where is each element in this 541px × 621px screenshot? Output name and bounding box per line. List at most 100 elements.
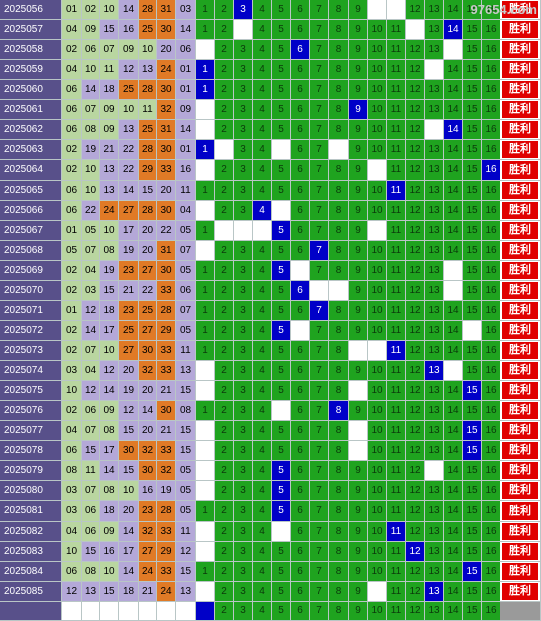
- issue-number: 2025065: [0, 181, 62, 201]
- pending-trend-cell[interactable]: 16: [482, 602, 501, 621]
- red-ball: 22: [119, 160, 139, 181]
- red-ball: 21: [100, 140, 119, 160]
- trend-cell: 16: [482, 522, 501, 542]
- pending-trend-cell[interactable]: 5: [272, 602, 291, 621]
- pending-trend-cell[interactable]: 10: [368, 602, 387, 621]
- trend-cell: 5: [272, 181, 291, 201]
- pending-trend-cell[interactable]: 15: [463, 602, 482, 621]
- trend-cell: [368, 221, 387, 241]
- pending-red-ball[interactable]: [62, 602, 82, 621]
- trend-cell: [349, 421, 368, 441]
- pending-red-ball[interactable]: [100, 602, 119, 621]
- trend-cell: [463, 321, 482, 341]
- pending-red-ball[interactable]: [119, 602, 139, 621]
- pending-trend-cell[interactable]: 12: [406, 602, 425, 621]
- trend-cell: 8: [329, 481, 349, 501]
- trend-cell: 12: [406, 80, 425, 100]
- trend-cell: 2: [215, 421, 234, 441]
- trend-cell: 4: [253, 321, 272, 341]
- trend-cell: 10: [368, 542, 387, 562]
- blue-hit-cell: 13: [425, 361, 444, 381]
- trend-cell: [196, 481, 215, 501]
- trend-cell: 16: [482, 181, 501, 201]
- blue-hit-cell: 8: [329, 401, 349, 421]
- pending-trend-cell[interactable]: 13: [425, 602, 444, 621]
- trend-cell: 4: [253, 160, 272, 181]
- issue-number: 2025082: [0, 522, 62, 542]
- pending-issue: [0, 602, 62, 621]
- red-ball: 10: [100, 562, 119, 582]
- trend-cell: 14: [444, 522, 463, 542]
- pending-trend-cell[interactable]: 14: [444, 602, 463, 621]
- trend-cell: 3: [234, 241, 253, 261]
- red-ball: 20: [119, 361, 139, 381]
- red-ball: 03: [62, 361, 82, 381]
- pending-trend-cell[interactable]: 4: [253, 602, 272, 621]
- trend-cell: 4: [253, 501, 272, 522]
- blue-ball: 05: [176, 221, 196, 241]
- trend-cell: 13: [425, 542, 444, 562]
- trend-cell: 13: [425, 381, 444, 401]
- issue-number: 2025061: [0, 100, 62, 120]
- trend-cell: 8: [329, 341, 349, 361]
- result-label: 胜利: [502, 41, 538, 58]
- trend-cell: 7: [310, 501, 329, 522]
- trend-cell: [196, 381, 215, 401]
- trend-cell: 3: [234, 120, 253, 140]
- pending-blue-ball[interactable]: [176, 602, 196, 621]
- trend-cell: 13: [425, 181, 444, 201]
- result-label: 胜利: [502, 342, 538, 359]
- red-ball: 22: [82, 201, 100, 221]
- trend-cell: 8: [329, 120, 349, 140]
- blue-hit-cell: 3: [234, 0, 253, 20]
- pending-red-ball[interactable]: [139, 602, 157, 621]
- trend-cell: 13: [425, 341, 444, 361]
- trend-cell: 6: [291, 100, 310, 120]
- red-ball: 25: [139, 120, 157, 140]
- trend-cell: [349, 341, 368, 361]
- trend-cell: 8: [329, 60, 349, 80]
- trend-cell: 3: [234, 582, 253, 602]
- red-ball: 04: [62, 20, 82, 40]
- pending-trend-cell[interactable]: 9: [349, 602, 368, 621]
- pending-trend-cell[interactable]: 8: [329, 602, 349, 621]
- trend-cell: 11: [387, 20, 406, 40]
- blue-ball: 08: [176, 401, 196, 421]
- red-ball: 15: [119, 461, 139, 481]
- trend-cell: 12: [406, 221, 425, 241]
- trend-cell: 8: [329, 0, 349, 20]
- trend-cell: 5: [272, 562, 291, 582]
- red-ball: 14: [100, 381, 119, 401]
- trend-cell: 3: [234, 281, 253, 301]
- pending-trend-cell[interactable]: 11: [387, 602, 406, 621]
- pending-red-ball[interactable]: [157, 602, 176, 621]
- trend-cell: 3: [234, 522, 253, 542]
- pending-trend-cell[interactable]: 6: [291, 602, 310, 621]
- red-ball: 33: [157, 441, 176, 461]
- trend-cell: 3: [234, 60, 253, 80]
- trend-cell: 16: [482, 281, 501, 301]
- pending-trend-cell[interactable]: 2: [215, 602, 234, 621]
- result-badge: 胜利: [500, 201, 541, 221]
- blue-hit-cell: 15: [463, 381, 482, 401]
- red-ball: 13: [100, 160, 119, 181]
- result-badge: 胜利: [500, 241, 541, 261]
- result-label: 胜利: [502, 302, 538, 319]
- result-badge: 胜利: [500, 140, 541, 160]
- red-ball: 06: [82, 40, 100, 60]
- pending-trend-cell[interactable]: [196, 602, 215, 621]
- trend-cell: 9: [349, 321, 368, 341]
- trend-cell: 15: [463, 522, 482, 542]
- red-ball: 03: [62, 501, 82, 522]
- pending-trend-cell[interactable]: 7: [310, 602, 329, 621]
- trend-cell: 16: [482, 562, 501, 582]
- trend-cell: 11: [387, 421, 406, 441]
- pending-red-ball[interactable]: [82, 602, 100, 621]
- red-ball: 29: [157, 321, 176, 341]
- trend-cell: 16: [482, 100, 501, 120]
- trend-cell: 2: [215, 321, 234, 341]
- pending-result: [500, 602, 541, 621]
- pending-trend-cell[interactable]: 3: [234, 602, 253, 621]
- trend-cell: 2: [215, 261, 234, 281]
- trend-cell: 14: [444, 401, 463, 421]
